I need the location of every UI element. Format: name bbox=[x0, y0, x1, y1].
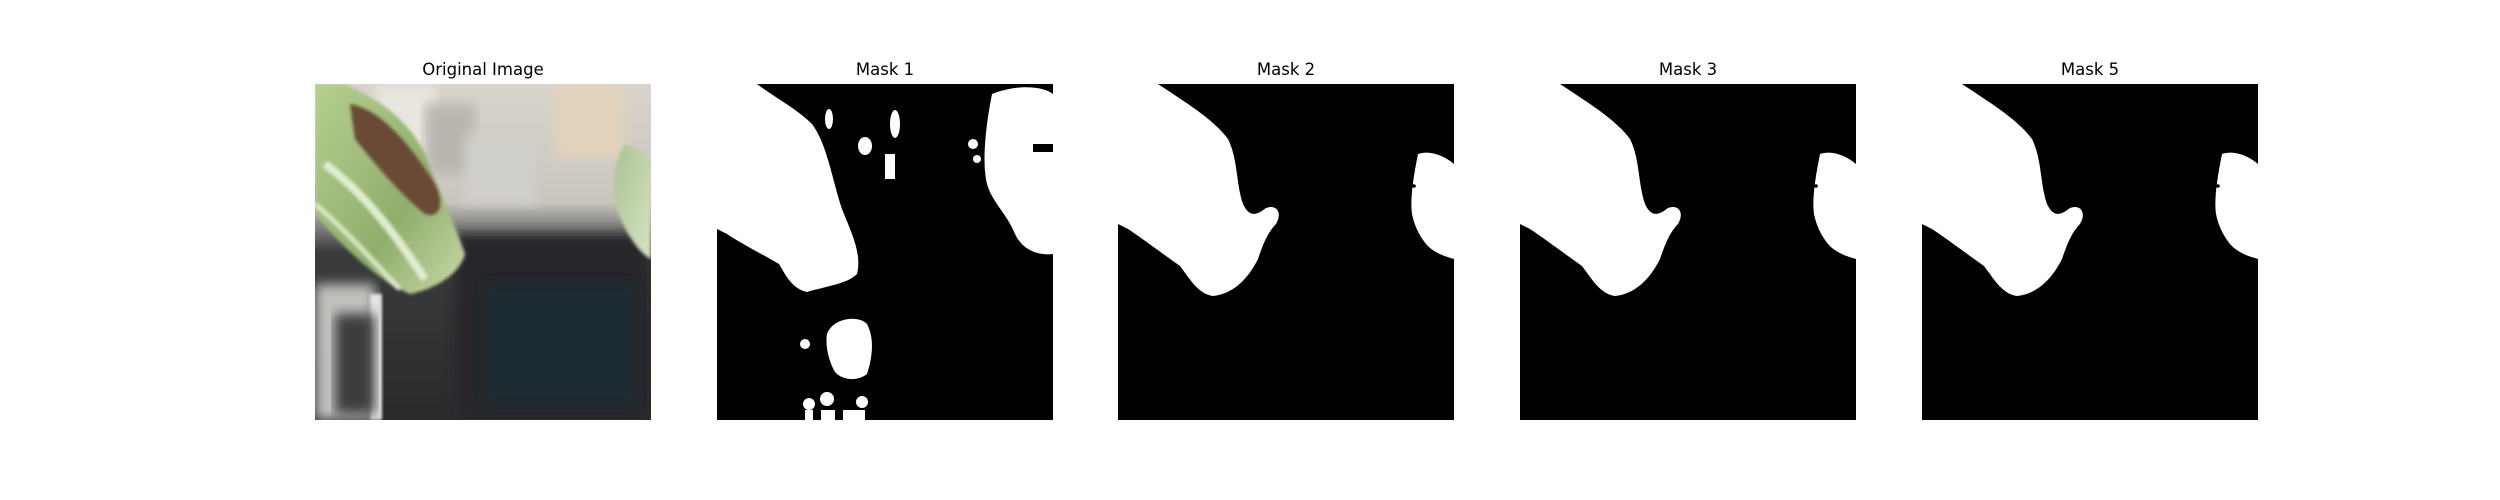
original-image-panel bbox=[315, 84, 651, 420]
panel-title-mask-5: Mask 5 bbox=[2060, 60, 2120, 79]
mask-2-panel bbox=[1118, 84, 1454, 420]
mask-5-panel bbox=[1922, 84, 2258, 420]
mask-2-image bbox=[1118, 84, 1454, 420]
mask-5-image bbox=[1922, 84, 2258, 420]
panel-title-original-image: Original Image bbox=[422, 60, 544, 79]
mask-1-image bbox=[717, 84, 1053, 420]
panel-title-mask-1: Mask 1 bbox=[855, 60, 915, 79]
original-image bbox=[315, 84, 651, 420]
panel-title-mask-3: Mask 3 bbox=[1658, 60, 1718, 79]
mask-1-panel bbox=[717, 84, 1053, 420]
mask-3-panel bbox=[1520, 84, 1856, 420]
panel-title-mask-2: Mask 2 bbox=[1256, 60, 1316, 79]
mask-3-image bbox=[1520, 84, 1856, 420]
